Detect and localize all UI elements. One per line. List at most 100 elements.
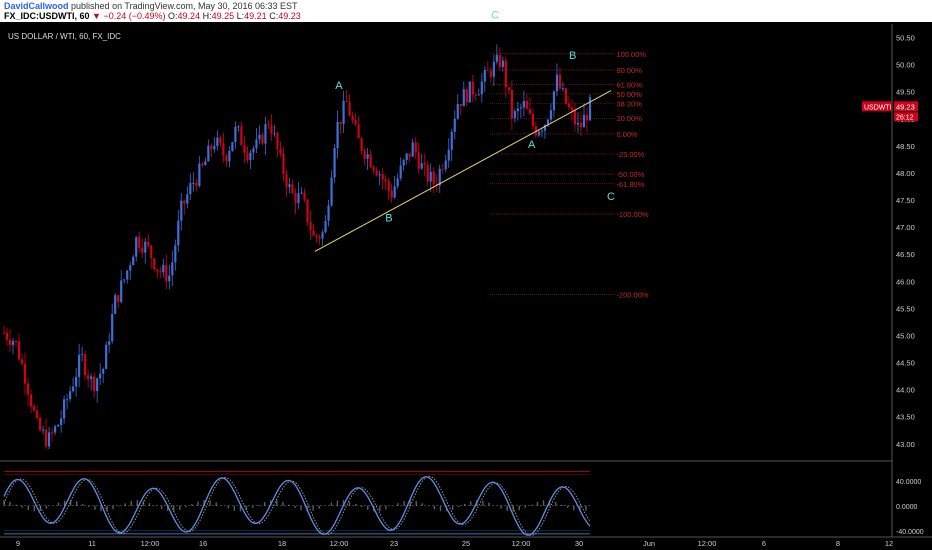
- candle-body: [573, 110, 577, 125]
- candle-body: [300, 192, 303, 194]
- wave-label: C: [491, 10, 499, 22]
- price-tick-label: 48.50: [896, 142, 915, 151]
- time-tick-label: 30: [575, 539, 583, 548]
- candle-body: [279, 148, 282, 154]
- candle-body: [432, 171, 435, 184]
- candle-body: [540, 130, 544, 132]
- osc-tick-label: 40.0000: [896, 479, 921, 486]
- candle-body: [96, 378, 99, 392]
- candle-body: [132, 256, 135, 266]
- candle-body: [507, 87, 510, 91]
- candle-body: [570, 107, 574, 111]
- candle-body: [549, 110, 553, 120]
- candle-body: [41, 429, 45, 431]
- candle-body: [375, 170, 378, 176]
- low-value: 49.21: [244, 11, 267, 21]
- candle-body: [234, 126, 237, 143]
- candle-body: [414, 142, 417, 153]
- high-value: 49.25: [211, 11, 235, 21]
- low-label: L:: [236, 11, 245, 21]
- candle-body: [576, 122, 580, 125]
- oscillator-pane: 40.0000 0.0000 -40.0000: [3, 470, 924, 536]
- candle-body: [405, 153, 408, 160]
- candle-body: [216, 137, 219, 146]
- candle-body: [114, 295, 117, 314]
- fib-level-label: 20.00%: [616, 114, 642, 123]
- candle-body: [276, 133, 279, 149]
- candle-body: [342, 100, 345, 124]
- candle-body: [393, 186, 396, 198]
- candle-body: [417, 152, 420, 169]
- time-tick-label: 11: [88, 539, 96, 548]
- price-tick-label: 44.00: [896, 386, 915, 395]
- candle-body: [63, 399, 66, 419]
- badge-price: 49.23: [896, 102, 915, 111]
- author-link[interactable]: DavidCallwood: [4, 1, 69, 11]
- candle-body: [360, 138, 363, 151]
- time-tick-label: 25: [462, 539, 470, 548]
- candle-body: [78, 354, 81, 377]
- candle-body: [135, 237, 138, 257]
- candle-body: [357, 124, 360, 139]
- candle-body: [201, 163, 204, 166]
- candle-body: [117, 295, 120, 302]
- candle-body: [99, 373, 102, 379]
- open-label: O:: [168, 11, 178, 21]
- wave-label: C: [607, 191, 615, 203]
- candle-body: [321, 232, 324, 239]
- candle-body: [264, 124, 267, 144]
- price-tick-label: 46.00: [896, 277, 915, 286]
- candle-body: [2, 332, 6, 334]
- candle-body: [423, 163, 426, 165]
- time-tick-label: 23: [390, 539, 398, 548]
- time-tick-label: 16: [199, 539, 207, 548]
- price-tick-label: 48.00: [896, 169, 915, 178]
- candle-body: [102, 369, 105, 374]
- osc-signal-line: [3, 476, 591, 536]
- candle-body: [177, 220, 180, 246]
- candle-body: [44, 429, 48, 447]
- candle-body: [525, 100, 528, 109]
- candle-body: [237, 126, 240, 128]
- candle-body: [189, 183, 192, 195]
- candle-body: [225, 155, 228, 162]
- candle-body: [204, 161, 207, 166]
- price-tick-label: 50.50: [896, 34, 915, 43]
- fib-level-label: -200.00%: [616, 290, 648, 299]
- candle-body: [153, 258, 156, 270]
- candle-body: [447, 149, 450, 161]
- candle-body: [429, 171, 432, 182]
- fib-level-label: 61.80%: [616, 81, 642, 90]
- candle-body: [486, 69, 489, 71]
- high-label: H:: [202, 11, 212, 21]
- candle-body: [297, 193, 300, 204]
- candle-body: [384, 179, 387, 181]
- candle-body: [210, 145, 213, 150]
- candle-body: [408, 153, 411, 157]
- candle-body: [369, 154, 372, 168]
- candle-body: [5, 332, 9, 340]
- candle-body: [198, 163, 201, 186]
- osc-main-line: [3, 476, 591, 536]
- publish-info: published on TradingView.com, May 30, 20…: [71, 1, 298, 11]
- candle-body: [420, 163, 423, 169]
- time-tick-label: 9: [16, 539, 20, 548]
- candle-body: [144, 241, 147, 253]
- candle-body: [312, 230, 315, 236]
- candle-body: [123, 279, 126, 281]
- candle-body: [345, 100, 348, 102]
- time-tick-label: 12: [885, 539, 893, 548]
- candle-body: [8, 339, 12, 346]
- candle-body: [348, 101, 351, 116]
- candle-body: [32, 406, 36, 411]
- candle-body: [366, 154, 369, 159]
- candle-body: [213, 145, 216, 150]
- symbol-label: FX_IDC:USDWTI, 60: [4, 11, 90, 21]
- close-label: C:: [269, 11, 279, 21]
- price-tick-label: 45.00: [896, 331, 915, 340]
- osc-tick-label: 0.0000: [896, 504, 918, 511]
- candle-body: [504, 60, 507, 88]
- candle-body: [108, 341, 111, 345]
- candle-body: [138, 237, 141, 248]
